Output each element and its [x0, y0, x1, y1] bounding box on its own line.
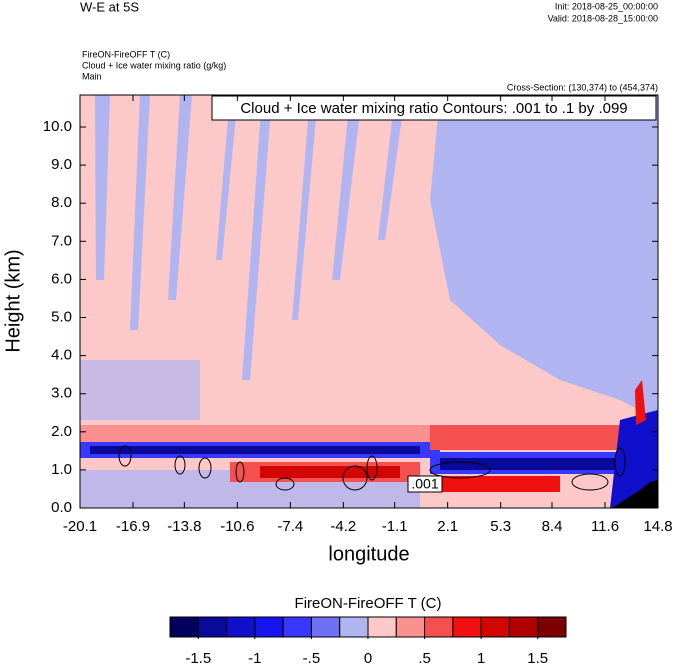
y-tick-label: 1.0: [51, 461, 72, 478]
contour-title: Cloud + Ice water mixing ratio (g/kg): [82, 60, 226, 70]
colorbar-box: [254, 616, 284, 638]
x-tick-label: -7.4: [277, 518, 303, 535]
domain-label: Main: [82, 71, 102, 81]
x-tick-label: -1.1: [382, 518, 408, 535]
y-tick-label: 10.0: [43, 118, 72, 135]
colorbar-box: [367, 616, 397, 638]
x-tick-label: 2.1: [437, 518, 458, 535]
colorbar-label: 0: [364, 650, 372, 667]
y-tick-label: 9.0: [51, 156, 72, 173]
chart-title: W-E at 5S: [80, 0, 139, 14]
x-tick-label: -4.2: [330, 518, 356, 535]
colorbar-box: [480, 616, 510, 638]
y-tick-label: 0.0: [51, 499, 72, 516]
contour-label: .001: [411, 476, 438, 492]
plot-frame: [79, 94, 659, 509]
colorbar-label: -1.5: [185, 650, 211, 667]
colorbar-box: [452, 616, 482, 638]
colorbar-box: [282, 616, 312, 638]
x-tick-label: 14.8: [643, 518, 672, 535]
y-tick-label: 7.0: [51, 232, 72, 249]
colorbar-box: [537, 616, 567, 638]
colorbar-box: [310, 616, 341, 638]
colorbar-label: -.5: [303, 650, 321, 667]
x-axis-label: longitude: [328, 543, 409, 565]
x-tick-label: -16.9: [116, 518, 150, 535]
colorbar-label: 1: [477, 650, 485, 667]
x-tick-label: -10.6: [220, 518, 254, 535]
y-tick-label: 3.0: [51, 385, 72, 402]
colorbar-label: -1: [248, 650, 261, 667]
x-tick-label: -13.8: [167, 518, 201, 535]
colorbar-box: [508, 616, 539, 638]
colorbar-box: [395, 616, 426, 638]
colorbar-title: FireON-FireOFF T (C): [295, 595, 442, 612]
y-axis-label: Height (km): [2, 249, 24, 352]
colorbar-box: [339, 616, 369, 638]
colorbar-box: [197, 616, 228, 638]
colorbar-label: 1.5: [527, 650, 548, 667]
field: .001: [80, 95, 658, 508]
colorbar-box: [169, 616, 199, 638]
y-tick-label: 2.0: [51, 423, 72, 440]
x-tick-label: 11.6: [591, 518, 619, 535]
x-tick-label: 8.4: [542, 518, 563, 535]
x-tick-label: 5.3: [490, 518, 511, 535]
x-tick-label: -20.1: [63, 518, 97, 535]
colorbar-label: .5: [418, 650, 431, 667]
y-tick-label: 8.0: [51, 194, 72, 211]
field-title: FireON-FireOFF T (C): [82, 49, 170, 59]
contour-info-box: [211, 95, 657, 121]
colorbar-box: [226, 616, 256, 638]
y-tick-label: 4.0: [51, 347, 72, 364]
contour-info: Cloud + Ice water mixing ratio Contours:…: [240, 100, 627, 117]
init-time: Init: 2018-08-25_00:00:00: [555, 1, 658, 11]
cross-section: Cross-Section: (130,374) to (454,374): [507, 82, 658, 92]
valid-time: Valid: 2018-08-28_15:00:00: [548, 13, 658, 23]
y-tick-label: 5.0: [51, 308, 72, 325]
y-tick-label: 6.0: [51, 270, 72, 287]
colorbar-box: [424, 616, 454, 638]
